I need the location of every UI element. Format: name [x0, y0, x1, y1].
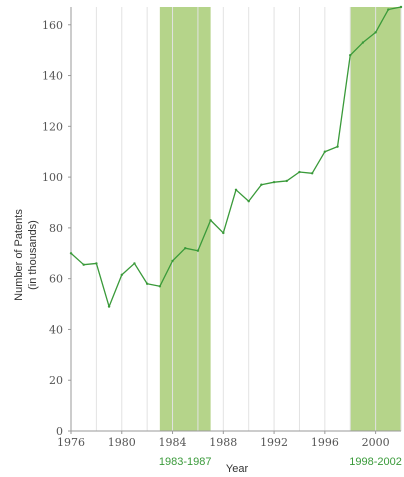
data-point-1979 — [107, 305, 111, 308]
data-point-2000 — [374, 31, 377, 34]
data-point-1993 — [285, 179, 288, 183]
data-point-1976 — [69, 252, 73, 255]
band-labels: 1983-1987 1998-2002 — [159, 456, 402, 468]
band-label-2: 1998-2002 — [349, 456, 402, 468]
y-tick-label-40: 40 — [49, 323, 63, 336]
data-point-1981 — [133, 262, 136, 265]
x-tick-label-1976: 1976 — [57, 436, 85, 449]
data-point-1977 — [82, 263, 85, 266]
vertical-gridlines — [95, 7, 402, 431]
data-point-1988 — [222, 231, 225, 235]
y-tick-label-20: 20 — [49, 374, 63, 387]
data-point-1995 — [310, 172, 314, 175]
data-point-2001 — [387, 8, 390, 11]
data-point-1994 — [298, 170, 301, 174]
y-tick-label-80: 80 — [49, 222, 63, 235]
axes — [70, 7, 401, 432]
y-axis-title-line-2: (in thousands) — [27, 220, 39, 290]
y-tick-label-140: 140 — [42, 70, 63, 83]
y-tick-label-60: 60 — [49, 273, 63, 286]
data-point-1992 — [272, 180, 276, 184]
data-point-1982 — [145, 282, 149, 285]
y-tick-label-100: 100 — [42, 171, 63, 184]
data-point-1985 — [184, 246, 187, 250]
data-point-1984 — [171, 259, 174, 263]
data-point-1986 — [196, 249, 200, 252]
x-tick-label-2000: 2000 — [362, 436, 390, 449]
data-point-1980 — [120, 273, 123, 277]
data-point-1987 — [209, 219, 212, 222]
tick-labels: 0 20 40 60 80 100 120 140 160 1976 1980 1984 1988 199… — [42, 19, 390, 449]
x-tick-label-1988: 1988 — [209, 436, 237, 449]
x-tick-label-1996: 1996 — [311, 436, 339, 449]
x-tick-label-1992: 1992 — [260, 436, 288, 449]
data-point-1998 — [349, 54, 352, 57]
data-point-1978 — [95, 262, 98, 265]
data-point-1989 — [234, 188, 238, 192]
y-tick-label-0: 0 — [56, 425, 63, 438]
highlight-bands — [159, 7, 401, 431]
y-tick-label-160: 160 — [42, 19, 63, 32]
x-axis-title: Year — [226, 463, 249, 475]
y-axis-title-line-1: Number of Patents — [13, 209, 25, 301]
data-point-2002 — [399, 5, 403, 9]
x-tick-label-1980: 1980 — [108, 436, 136, 449]
data-point-1983 — [158, 285, 162, 288]
series-layer — [69, 5, 403, 308]
data-point-1990 — [247, 200, 250, 203]
band-label-1: 1983-1987 — [159, 456, 212, 468]
data-point-1991 — [260, 183, 263, 186]
y-tick-label-120: 120 — [42, 120, 63, 133]
data-point-1999 — [361, 41, 365, 44]
data-point-1996 — [323, 150, 327, 153]
x-tick-label-1984: 1984 — [159, 436, 187, 449]
highlight-band-1 — [159, 7, 211, 431]
data-point-1997 — [336, 145, 339, 148]
